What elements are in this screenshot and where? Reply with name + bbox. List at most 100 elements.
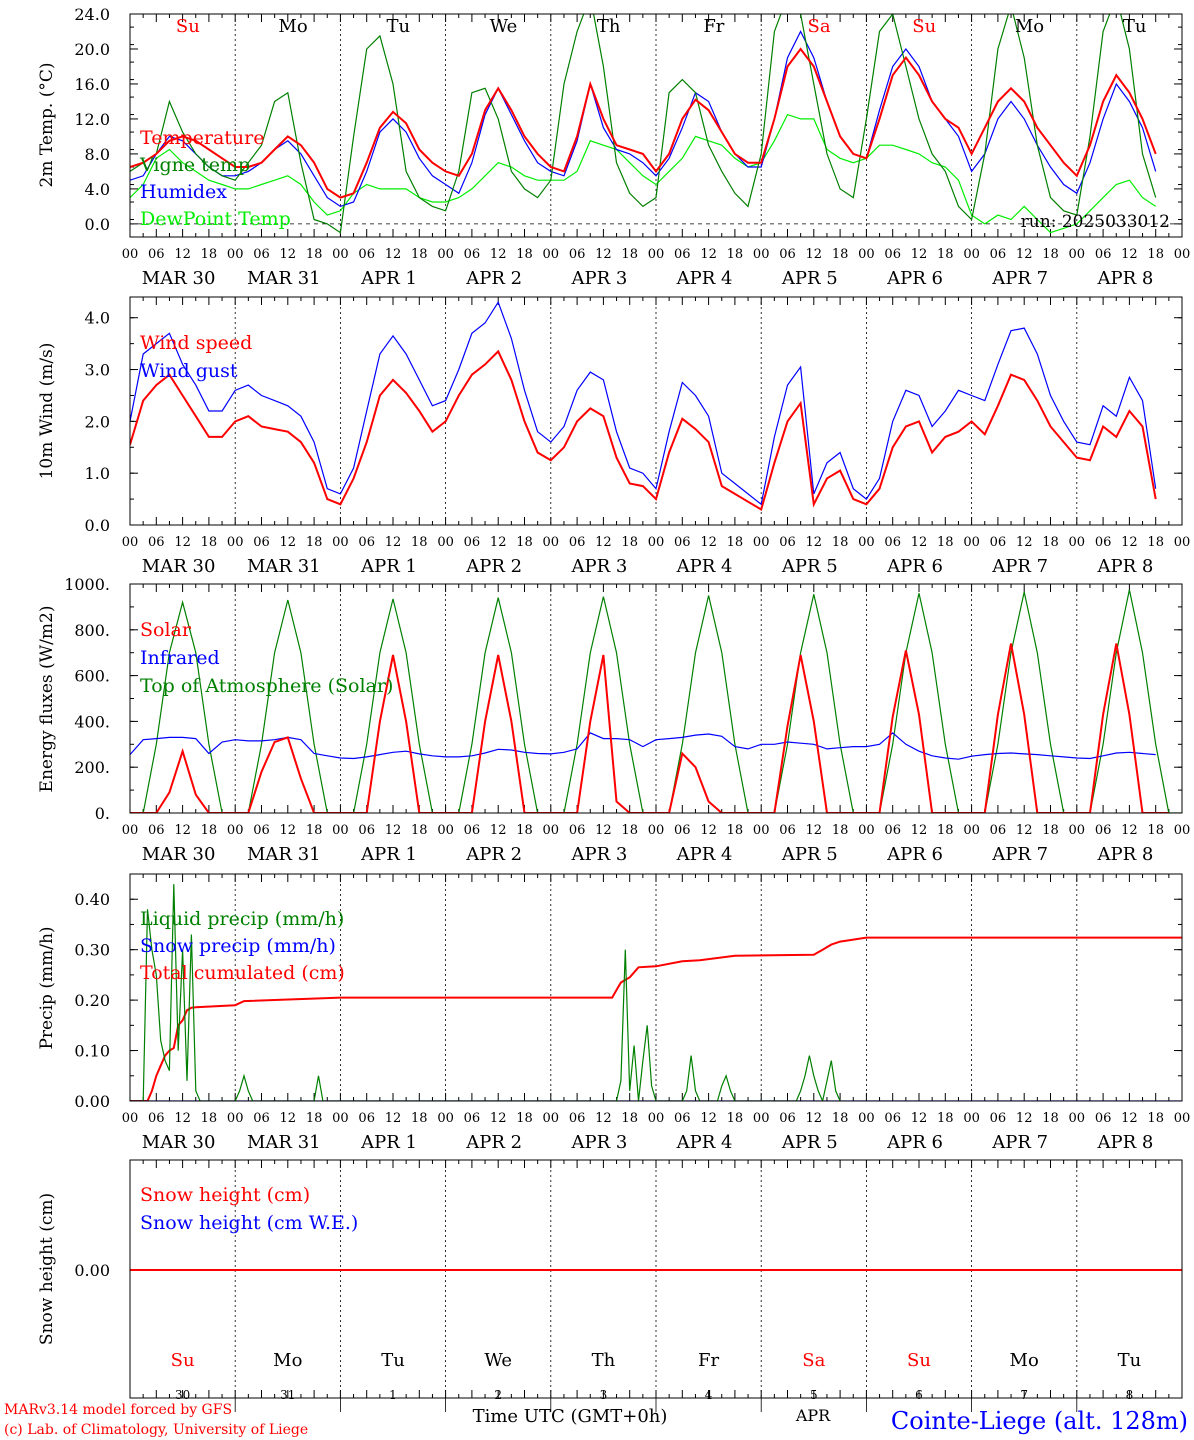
hour-label: 18 bbox=[201, 535, 218, 550]
date-label: APR 4 bbox=[676, 556, 733, 577]
hour-label: 00 bbox=[858, 823, 875, 838]
legend-entry: Snow precip (mm/h) bbox=[140, 935, 336, 957]
hour-label: 12 bbox=[1121, 1111, 1138, 1126]
hour-label: 18 bbox=[201, 247, 218, 262]
hour-label: 12 bbox=[1016, 823, 1033, 838]
plot-frame bbox=[129, 13, 1183, 238]
hour-label: 00 bbox=[1174, 823, 1191, 838]
hour-label: 00 bbox=[963, 823, 980, 838]
hour-label: 00 bbox=[648, 535, 665, 550]
hour-label: 18 bbox=[1042, 823, 1059, 838]
hour-label: 12 bbox=[911, 535, 928, 550]
panel-2: 4.0 3.0 2.0 1.0 0.0 10m Wind (m/s) Wind speed W… bbox=[37, 296, 1190, 577]
hour-label: 06 bbox=[1095, 535, 1112, 550]
date-label: APR 4 bbox=[676, 844, 733, 865]
hour-label: 06 bbox=[464, 535, 481, 550]
date-label: APR 4 bbox=[676, 1132, 733, 1153]
hour-label: 18 bbox=[937, 1111, 954, 1126]
day-number: 1 bbox=[389, 1388, 397, 1402]
hour-label: 00 bbox=[753, 1111, 770, 1126]
legend-entry: Vigne temp bbox=[139, 154, 250, 176]
hour-label: 06 bbox=[990, 247, 1007, 262]
hour-label: 18 bbox=[937, 823, 954, 838]
legend-entry: Wind gust bbox=[140, 360, 238, 382]
day-number: 2 bbox=[494, 1388, 502, 1402]
weekday-label: Mo bbox=[273, 1350, 302, 1371]
hour-label: 06 bbox=[569, 1111, 586, 1126]
hour-label: 12 bbox=[911, 823, 928, 838]
series-line bbox=[130, 589, 1182, 813]
date-label: APR 6 bbox=[886, 1132, 943, 1153]
hour-label: 18 bbox=[411, 823, 428, 838]
hour-label: 12 bbox=[174, 823, 191, 838]
hour-label: 06 bbox=[358, 823, 375, 838]
hour-label: 18 bbox=[1147, 1111, 1164, 1126]
hour-label: 18 bbox=[621, 823, 638, 838]
weekday-label: We bbox=[484, 1350, 512, 1371]
hour-label: 00 bbox=[753, 535, 770, 550]
plot-frame bbox=[129, 873, 1183, 1102]
series-line bbox=[130, 113, 1157, 234]
weekday-label: We bbox=[490, 16, 518, 37]
hour-label: 00 bbox=[963, 535, 980, 550]
plot-frame bbox=[129, 296, 1183, 526]
panel-3: 1000. 800. 600. 400. 200. 0. Energy fluxes (W/… bbox=[37, 575, 1190, 865]
hour-label: 00 bbox=[122, 823, 139, 838]
hour-label: 18 bbox=[1042, 1111, 1059, 1126]
hour-label: 00 bbox=[543, 247, 560, 262]
bottom-axis: Su Mo Tu We Th Fr Sa Su Mo Tu 30 31 1 2 3 4 5 6 7 8 APR Time … bbox=[4, 1350, 1188, 1438]
hour-label: 06 bbox=[253, 1111, 270, 1126]
hour-label: 00 bbox=[227, 823, 244, 838]
hour-label: 18 bbox=[201, 1111, 218, 1126]
hour-label: 06 bbox=[358, 247, 375, 262]
hour-label: 18 bbox=[306, 1111, 323, 1126]
hour-label: 06 bbox=[990, 535, 1007, 550]
y-tick-label: 3.0 bbox=[85, 361, 110, 380]
date-label: APR 7 bbox=[991, 844, 1048, 865]
hour-label: 06 bbox=[148, 1111, 165, 1126]
y-tick-label: 4.0 bbox=[85, 309, 110, 328]
hour-label: 06 bbox=[674, 823, 691, 838]
hour-label: 12 bbox=[700, 247, 717, 262]
hour-label: 12 bbox=[280, 247, 297, 262]
hour-label: 06 bbox=[674, 247, 691, 262]
series-line bbox=[130, 30, 1157, 208]
hour-label: 12 bbox=[806, 1111, 823, 1126]
day-number: 31 bbox=[280, 1388, 295, 1402]
date-label: APR 3 bbox=[570, 268, 627, 289]
date-label: MAR 31 bbox=[247, 844, 321, 865]
hour-label: 06 bbox=[464, 247, 481, 262]
series-line bbox=[130, 300, 1157, 506]
date-label: APR 8 bbox=[1096, 1132, 1153, 1153]
weekday-label: Tu bbox=[1123, 16, 1147, 37]
panel-5: 0.00 Snow height (cm) Snow height (cm) Snow… bbox=[37, 1159, 1183, 1399]
run-label: run: 2025033012 bbox=[1021, 212, 1170, 232]
hour-label: 06 bbox=[1095, 1111, 1112, 1126]
y-tick-label: 16.0 bbox=[74, 75, 110, 94]
y-tick-label: 4.0 bbox=[85, 180, 110, 199]
hour-label: 00 bbox=[437, 535, 454, 550]
date-label: APR 1 bbox=[360, 844, 417, 865]
hour-label: 18 bbox=[1042, 247, 1059, 262]
hour-label: 18 bbox=[727, 247, 744, 262]
hour-label: 06 bbox=[674, 535, 691, 550]
hour-label: 18 bbox=[832, 535, 849, 550]
series-line bbox=[130, 884, 841, 1101]
y-tick-label: 1.0 bbox=[85, 464, 110, 483]
hour-label: 06 bbox=[779, 247, 796, 262]
hour-label: 00 bbox=[437, 823, 454, 838]
hour-label: 00 bbox=[858, 1111, 875, 1126]
date-label: MAR 31 bbox=[247, 556, 321, 577]
date-label: APR 6 bbox=[886, 268, 943, 289]
hour-label: 12 bbox=[911, 247, 928, 262]
hour-label: 00 bbox=[332, 247, 349, 262]
hour-label: 06 bbox=[674, 1111, 691, 1126]
date-label: APR 3 bbox=[570, 844, 627, 865]
weekday-label: Tu bbox=[386, 16, 410, 37]
date-label: APR 8 bbox=[1096, 268, 1153, 289]
legend-entry: Top of Atmosphere (Solar) bbox=[140, 675, 393, 697]
hour-label: 18 bbox=[516, 247, 533, 262]
panel-4: 0.40 0.30 0.20 0.10 0.00 Precip (mm/h) Liquid … bbox=[37, 873, 1190, 1153]
y-axis-label: Energy fluxes (W/m2) bbox=[37, 606, 57, 793]
date-label: APR 7 bbox=[991, 1132, 1048, 1153]
